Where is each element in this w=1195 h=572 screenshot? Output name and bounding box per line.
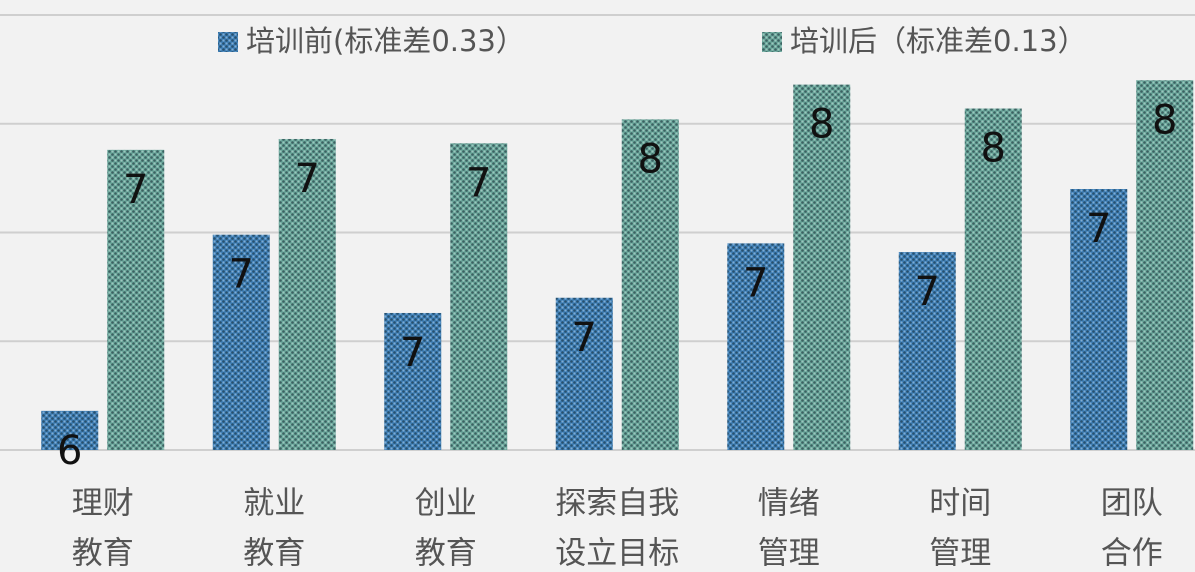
data-label: 7 (915, 269, 940, 315)
x-tick-label: 时间 (929, 486, 991, 522)
data-label: 8 (1152, 97, 1177, 143)
x-tick-label: 教育 (243, 536, 305, 572)
bar (621, 119, 679, 451)
x-tick-label: 团队 (1101, 486, 1163, 522)
x-tick-label: 就业 (243, 486, 305, 522)
legend-swatch (762, 32, 782, 52)
bar (450, 143, 508, 450)
data-label: 7 (572, 315, 597, 361)
x-tick-label: 理财 (72, 486, 134, 522)
legend-swatch (218, 32, 238, 52)
x-tick-label: 探索自我 (555, 486, 679, 522)
data-label: 7 (123, 167, 148, 213)
x-tick-label: 合作 (1101, 536, 1163, 572)
data-label: 8 (809, 102, 834, 148)
bar (107, 149, 165, 450)
bar (964, 108, 1022, 451)
x-tick-label: 设立目标 (555, 536, 679, 572)
bar (727, 243, 785, 450)
x-tick-label: 教育 (72, 536, 134, 572)
bar (212, 234, 270, 450)
bar (898, 252, 956, 450)
data-label: 7 (400, 330, 425, 376)
data-label: 7 (466, 160, 491, 206)
data-label: 6 (57, 428, 82, 474)
x-tick-label: 管理 (758, 536, 820, 572)
data-label: 7 (295, 156, 320, 202)
legend-label: 培训后（标准差0.13） (790, 24, 1087, 58)
data-label: 7 (743, 260, 768, 306)
x-tick-label: 教育 (415, 536, 477, 572)
legend-label: 培训前(标准差0.33） (246, 24, 525, 58)
bar (384, 312, 442, 450)
bar (41, 410, 99, 450)
bar (278, 138, 336, 450)
data-label: 7 (229, 252, 254, 298)
data-label: 8 (638, 136, 663, 182)
data-label: 8 (981, 126, 1006, 172)
data-label: 7 (1086, 206, 1111, 252)
x-tick-label: 管理 (929, 536, 991, 572)
x-tick-label: 创业 (415, 486, 477, 522)
x-tick-label: 情绪 (758, 486, 820, 522)
bar (793, 84, 851, 450)
bar (1136, 80, 1194, 450)
bar (555, 297, 613, 450)
bar (1070, 189, 1128, 450)
